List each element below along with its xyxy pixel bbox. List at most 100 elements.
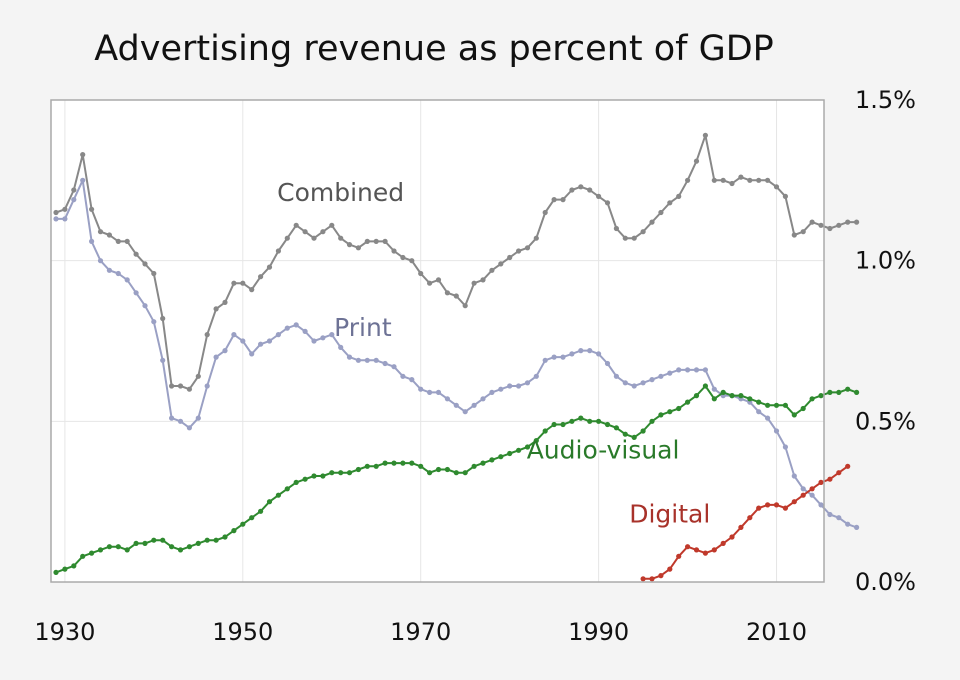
data-point-print [302, 328, 308, 334]
data-point-audio-visual [729, 393, 735, 399]
data-point-audio-visual [649, 418, 655, 424]
data-point-audio-visual [169, 544, 175, 550]
data-point-audio-visual [391, 460, 397, 466]
data-point-print [489, 389, 495, 395]
data-point-print [293, 322, 299, 328]
data-point-print [560, 354, 566, 360]
chart-title: Advertising revenue as percent of GDP [94, 29, 774, 69]
data-point-audio-visual [631, 434, 637, 440]
data-point-combined [364, 238, 370, 244]
data-point-combined [97, 229, 104, 235]
y-tick-label: 1.0% [855, 247, 916, 275]
data-point-audio-visual [382, 460, 388, 466]
data-point-audio-visual [240, 521, 246, 527]
data-point-print [640, 380, 646, 386]
data-point-audio-visual [480, 460, 486, 466]
data-point-combined [89, 206, 95, 212]
data-point-audio-visual [667, 409, 673, 415]
data-point-print [596, 351, 602, 357]
data-point-print [569, 351, 575, 357]
data-point-print [338, 344, 344, 350]
data-point-print [258, 341, 264, 347]
data-point-audio-visual [640, 428, 646, 434]
data-point-audio-visual [115, 544, 121, 550]
data-point-print [649, 377, 655, 383]
data-point-print [409, 377, 415, 383]
data-point-print [658, 373, 664, 379]
data-point-combined [409, 258, 415, 264]
data-point-print [222, 348, 228, 354]
y-tick-label: 1.5% [855, 86, 916, 114]
data-point-audio-visual [213, 537, 219, 543]
data-point-audio-visual [444, 466, 450, 473]
data-point-combined [480, 277, 486, 283]
data-point-audio-visual [355, 466, 361, 473]
data-point-print [284, 325, 290, 331]
data-point-combined [507, 254, 513, 261]
data-point-combined [142, 261, 148, 267]
data-point-print [818, 502, 824, 508]
data-point-combined [80, 152, 86, 158]
data-point-print [329, 332, 335, 338]
data-point-print [275, 332, 281, 338]
data-point-print [320, 335, 326, 341]
data-point-print [142, 303, 148, 309]
data-point-combined [346, 242, 353, 248]
data-point-combined [622, 235, 628, 241]
data-point-audio-visual [782, 402, 789, 408]
data-point-print [507, 383, 513, 389]
data-point-combined [524, 245, 531, 251]
data-point-audio-visual [533, 438, 539, 444]
data-point-combined [249, 287, 255, 293]
data-point-combined [747, 177, 753, 183]
data-point-print [845, 521, 851, 527]
data-point-print [240, 338, 246, 344]
data-point-print [71, 197, 77, 203]
data-point-audio-visual [489, 457, 495, 463]
data-point-combined [160, 315, 166, 322]
x-axis-ticks: 1930 1950 1970 1990 2010 [34, 618, 807, 646]
data-point-print [782, 444, 789, 450]
data-point-print [765, 415, 771, 421]
data-point-print [418, 386, 424, 392]
data-point-audio-visual [845, 386, 851, 392]
data-point-audio-visual [222, 534, 228, 540]
series-label-digital: Digital [629, 500, 710, 529]
data-point-audio-visual [676, 405, 682, 412]
data-point-print [676, 367, 682, 373]
data-point-audio-visual [151, 537, 157, 543]
data-point-combined [391, 248, 397, 254]
data-point-digital [738, 524, 744, 531]
data-point-combined [676, 193, 682, 199]
plot-background [51, 100, 824, 582]
data-point-print [480, 396, 486, 402]
y-tick-label: 0.5% [855, 407, 916, 435]
x-tick-label: 1930 [34, 618, 95, 646]
data-point-audio-visual [516, 447, 522, 453]
data-point-print [622, 380, 628, 386]
data-point-print [542, 357, 548, 363]
data-point-audio-visual [453, 470, 459, 476]
data-point-audio-visual [329, 470, 335, 476]
data-point-print [124, 277, 130, 283]
data-point-print [213, 354, 219, 360]
data-point-digital [747, 515, 753, 521]
data-point-audio-visual [738, 393, 744, 399]
data-point-digital [827, 476, 833, 482]
data-point-combined [560, 197, 566, 203]
data-point-audio-visual [427, 470, 433, 476]
data-point-combined [373, 238, 379, 244]
data-point-digital [791, 499, 797, 505]
data-point-digital [658, 573, 664, 579]
series-combined [53, 132, 860, 392]
data-point-combined [765, 177, 771, 183]
series-label-audio-visual: Audio-visual [527, 435, 680, 464]
data-point-audio-visual [364, 463, 370, 469]
data-point-combined [845, 219, 851, 225]
data-point-digital [836, 470, 842, 476]
data-point-combined [204, 332, 210, 338]
data-point-audio-visual [765, 402, 771, 408]
data-point-combined [818, 222, 824, 228]
data-point-combined [773, 184, 780, 190]
data-point-digital [667, 566, 673, 572]
